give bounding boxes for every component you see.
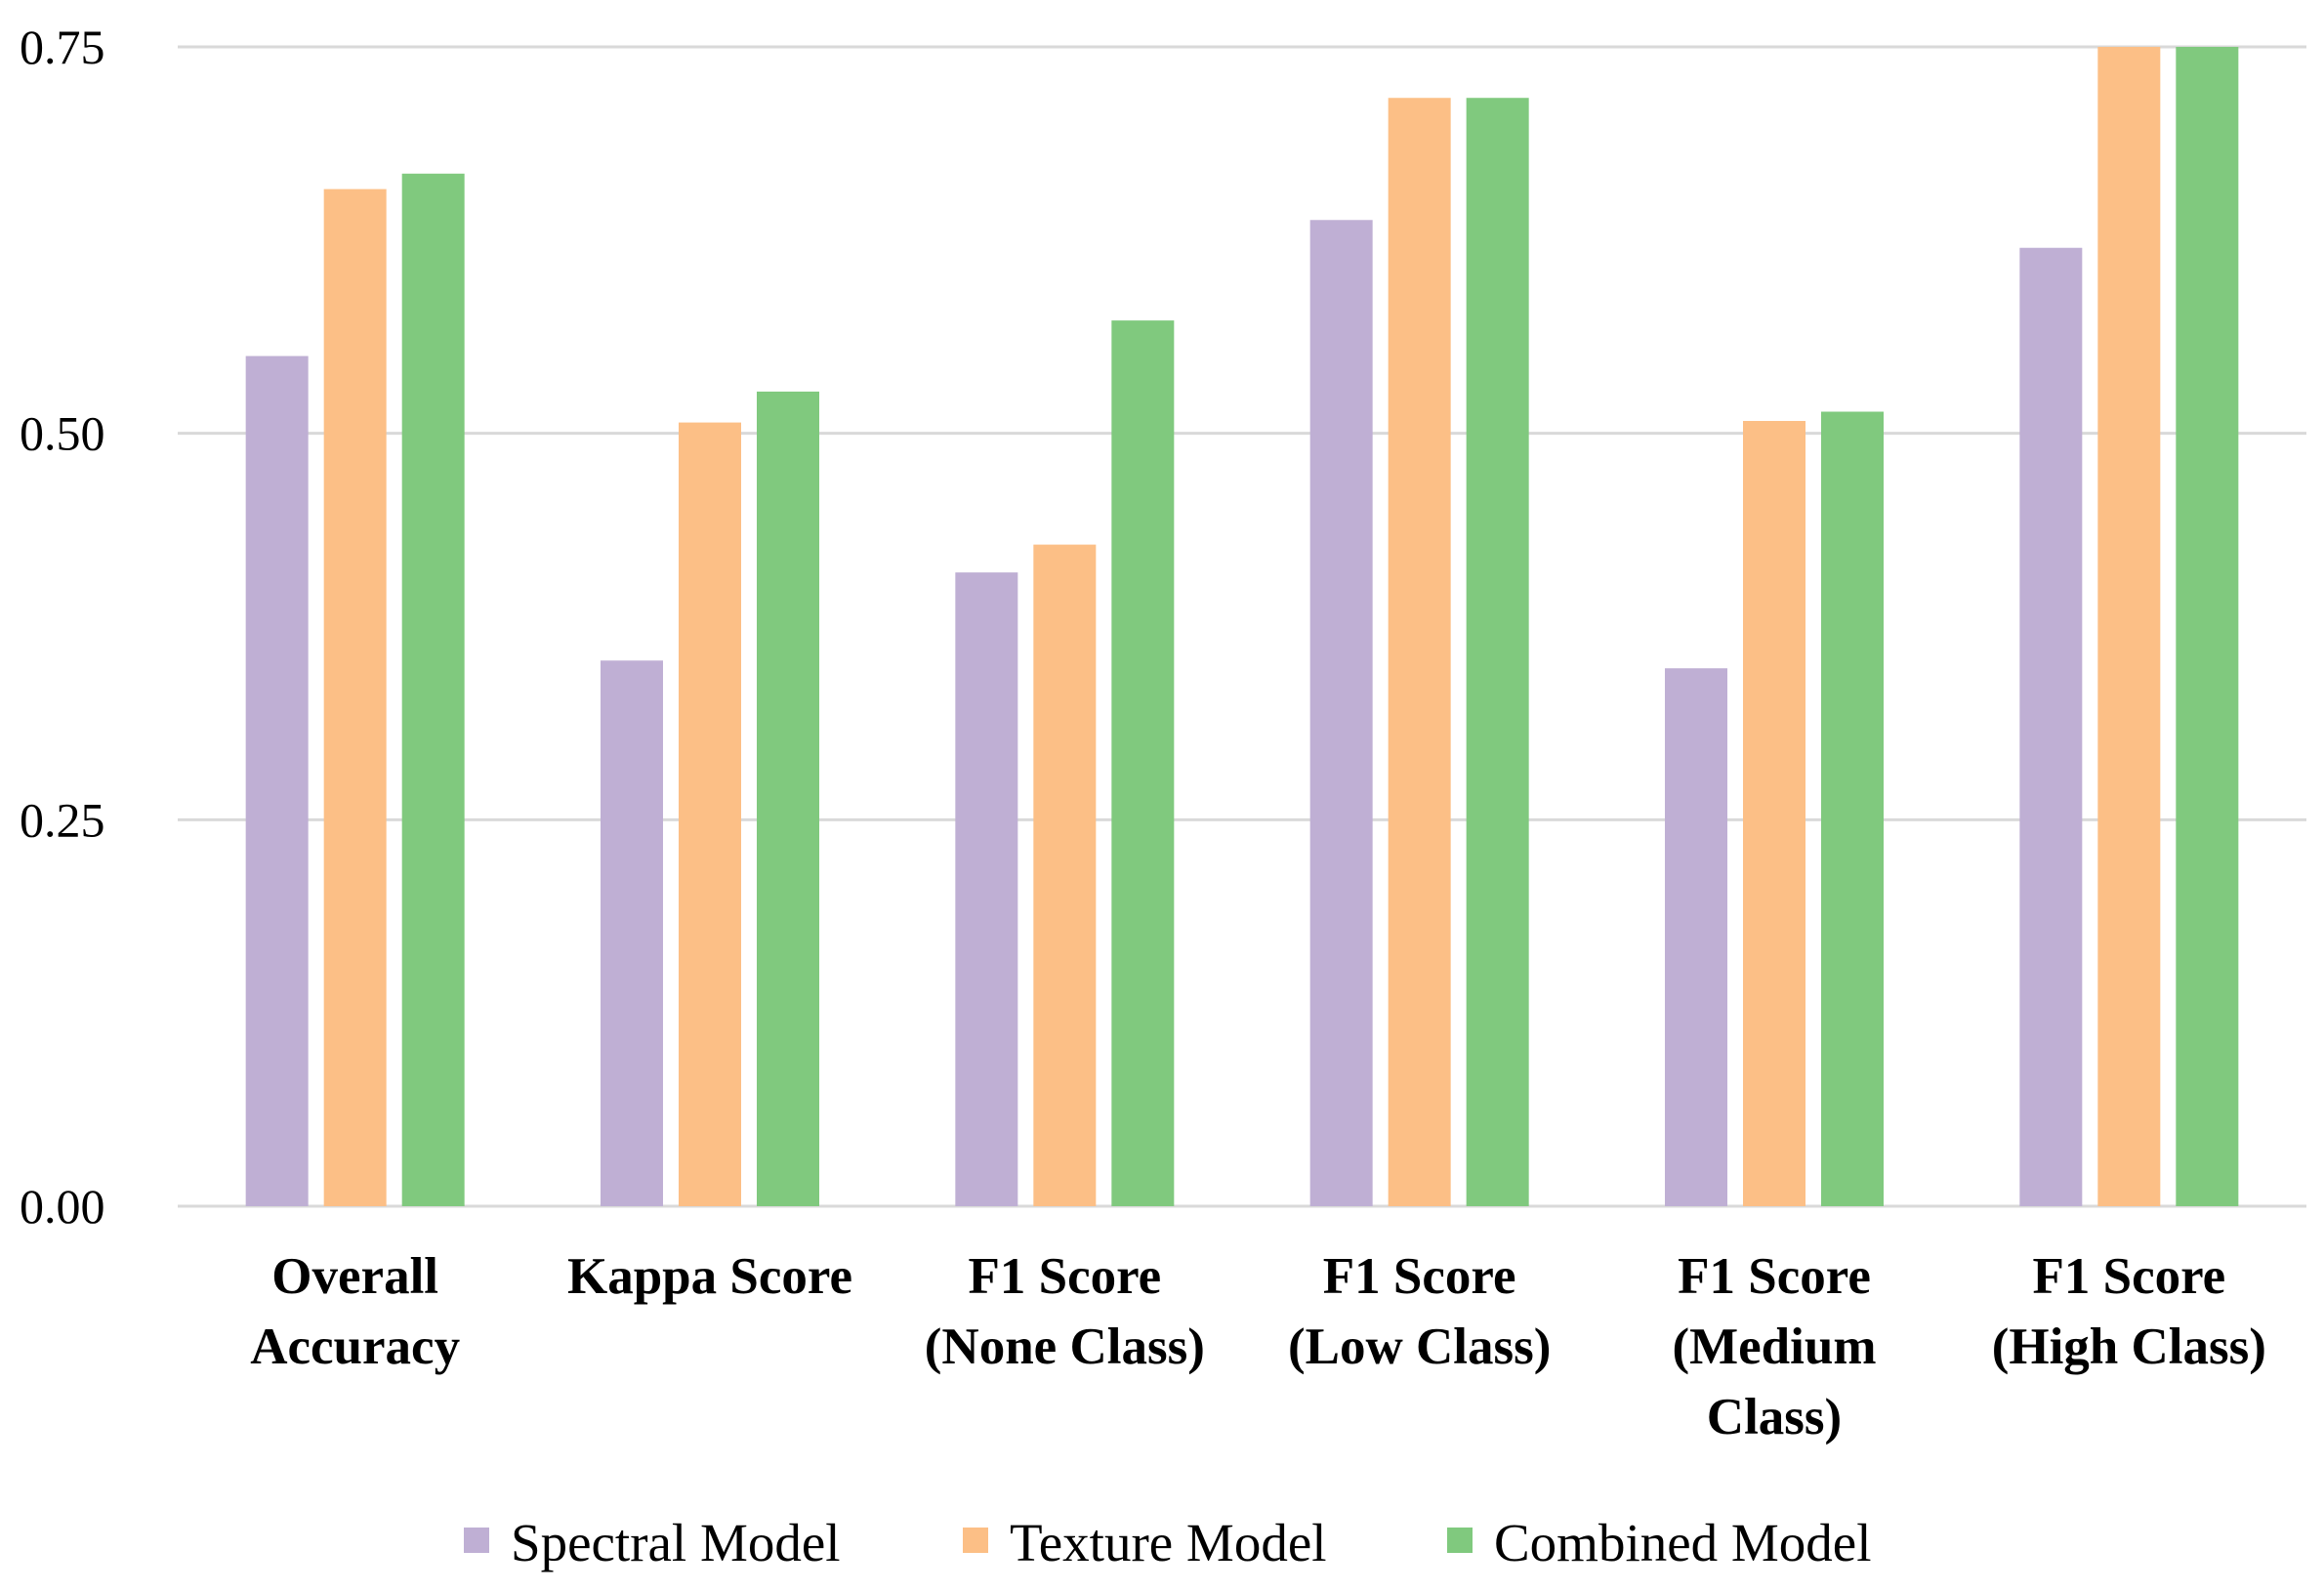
- category-label: F1 Score (Medium Class): [1672, 1248, 1876, 1445]
- bar-texture-model-3: [1388, 98, 1451, 1206]
- y-tick-label: 0.00: [20, 1179, 105, 1234]
- bar-spectral-model-0: [245, 356, 309, 1206]
- bar-texture-model-0: [323, 188, 387, 1206]
- bar-texture-model-2: [1033, 544, 1097, 1206]
- bar-texture-model-4: [1743, 421, 1805, 1206]
- bar-spectral-model-3: [1309, 220, 1373, 1206]
- category-label-line: F1 Score: [1678, 1248, 1871, 1305]
- category-label: Kappa Score: [567, 1248, 852, 1305]
- bar-combined-model-3: [1466, 98, 1529, 1206]
- y-tick-label: 0.50: [20, 406, 105, 461]
- legend-label: Combined Model: [1494, 1513, 1872, 1572]
- bar-combined-model-0: [401, 173, 465, 1206]
- category-label-line: F1 Score: [968, 1248, 1161, 1305]
- category-label-line: Kappa Score: [567, 1248, 852, 1305]
- bar-combined-model-4: [1821, 411, 1884, 1206]
- bar-spectral-model-4: [1665, 668, 1727, 1206]
- category-label-line: F1 Score: [1323, 1248, 1516, 1305]
- bar-texture-model-5: [2097, 47, 2161, 1206]
- bar-texture-model-1: [679, 422, 741, 1206]
- category-label-line: (Low Class): [1288, 1319, 1551, 1375]
- category-label-line: (None Class): [925, 1319, 1205, 1375]
- category-label: F1 Score (Low Class): [1288, 1248, 1551, 1375]
- y-tick-label: 0.25: [20, 792, 105, 847]
- y-axis-tick-labels: 0.00 0.25 0.50 0.75: [20, 20, 105, 1234]
- category-label-line: F1 Score: [2032, 1248, 2225, 1305]
- category-label-line: Overall: [271, 1248, 438, 1305]
- gridlines: [178, 45, 2306, 1208]
- bar-spectral-model-5: [2019, 247, 2083, 1206]
- category-label-line: Accuracy: [250, 1319, 460, 1375]
- category-label: Overall Accuracy: [250, 1248, 460, 1375]
- legend-swatch: [963, 1528, 988, 1553]
- legend: Spectral Model Texture Model Combined Mode…: [464, 1513, 1872, 1572]
- category-label-line: (High Class): [1992, 1319, 2266, 1375]
- y-tick-label: 0.75: [20, 20, 105, 74]
- legend-swatch: [1447, 1528, 1473, 1553]
- category-label-line: (Medium: [1672, 1319, 1876, 1375]
- x-axis-category-labels: Overall Accuracy Kappa Score F1 Score (None …: [250, 1248, 2266, 1445]
- bar-spectral-model-2: [955, 572, 1018, 1206]
- bar-spectral-model-1: [601, 660, 663, 1206]
- legend-label: Texture Model: [1010, 1513, 1327, 1572]
- category-label: F1 Score (High Class): [1992, 1248, 2266, 1375]
- bar-combined-model-1: [757, 391, 819, 1206]
- legend-swatch: [464, 1528, 489, 1553]
- bar-combined-model-5: [2176, 47, 2239, 1206]
- category-label: F1 Score (None Class): [925, 1248, 1205, 1375]
- bars: [245, 47, 2239, 1207]
- legend-label: Spectral Model: [511, 1513, 841, 1572]
- bar-combined-model-2: [1111, 320, 1175, 1207]
- category-label-line: Class): [1707, 1389, 1842, 1445]
